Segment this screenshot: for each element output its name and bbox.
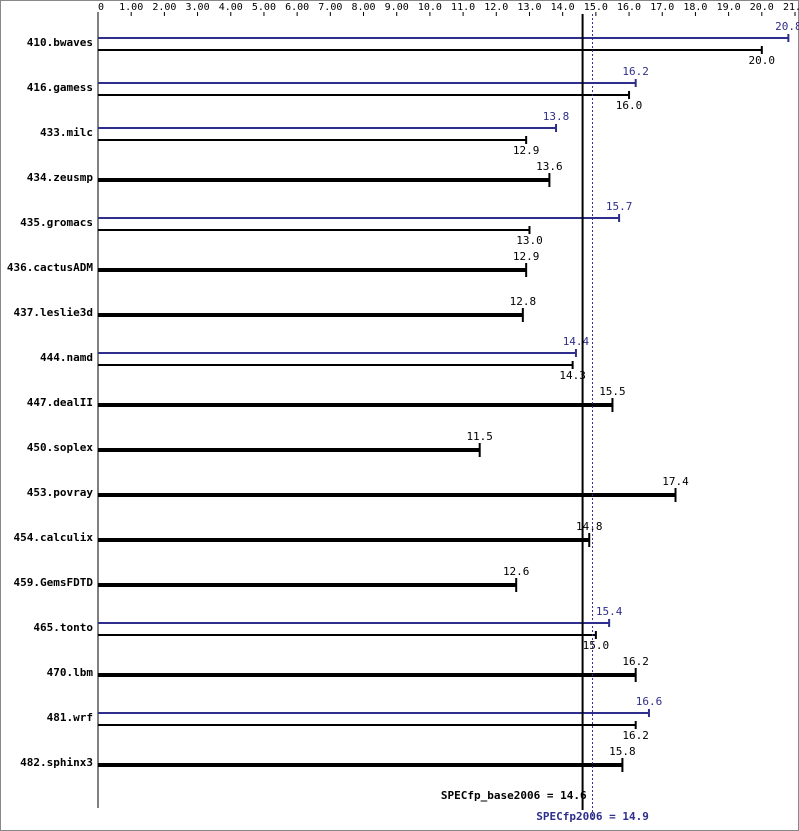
bar <box>98 583 517 587</box>
value-label: 14.4 <box>563 335 590 348</box>
bar <box>98 724 636 726</box>
value-label: 16.2 <box>622 655 649 668</box>
value-label: 15.7 <box>606 200 633 213</box>
value-label: 13.8 <box>543 110 570 123</box>
bar <box>98 313 523 317</box>
bar <box>98 229 530 231</box>
bar <box>98 763 623 767</box>
x-tick-label: 13.0 <box>517 2 541 13</box>
x-tick-label: 0 <box>98 2 104 13</box>
x-tick-label: 15.0 <box>584 2 608 13</box>
x-tick-label: 5.00 <box>252 2 276 13</box>
benchmark-label: 482.sphinx3 <box>20 756 93 769</box>
value-label: 13.6 <box>536 160 563 173</box>
benchmark-label: 416.gamess <box>27 81 93 94</box>
reference-label: SPECfp_base2006 = 14.6 <box>441 789 587 802</box>
bar <box>98 82 636 84</box>
value-label: 12.9 <box>513 144 540 157</box>
benchmark-label: 437.leslie3d <box>14 306 93 319</box>
benchmark-label: 450.soplex <box>27 441 94 454</box>
benchmark-label: 465.tonto <box>33 621 93 634</box>
benchmark-label: 447.dealII <box>27 396 93 409</box>
x-tick-label: 3.00 <box>186 2 210 13</box>
x-tick-label: 20.0 <box>750 2 774 13</box>
bar <box>98 712 649 714</box>
benchmark-label: 433.milc <box>40 126 93 139</box>
x-tick-label: 14.0 <box>551 2 575 13</box>
value-label: 12.8 <box>510 295 537 308</box>
x-tick-label: 2.00 <box>152 2 176 13</box>
bar <box>98 352 576 354</box>
value-label: 16.2 <box>622 65 649 78</box>
x-tick-label: 4.00 <box>219 2 243 13</box>
x-tick-label: 18.0 <box>683 2 707 13</box>
benchmark-label: 444.namd <box>40 351 93 364</box>
bar <box>98 403 613 407</box>
bar <box>98 538 590 542</box>
x-tick-label: 1.00 <box>119 2 143 13</box>
benchmark-label: 481.wrf <box>47 711 93 724</box>
x-tick-label: 12.0 <box>484 2 508 13</box>
value-label: 12.6 <box>503 565 530 578</box>
value-label: 16.0 <box>616 99 643 112</box>
x-tick-label: 10.0 <box>418 2 442 13</box>
value-label: 12.9 <box>513 250 540 263</box>
benchmark-label: 434.zeusmp <box>27 171 94 184</box>
value-label: 16.6 <box>636 695 663 708</box>
bar <box>98 634 596 636</box>
bar <box>98 364 573 366</box>
x-tick-label: 7.00 <box>318 2 342 13</box>
bar <box>98 268 527 272</box>
x-tick-label: 11.0 <box>451 2 475 13</box>
x-tick-label: 8.00 <box>351 2 375 13</box>
value-label: 11.5 <box>466 430 493 443</box>
x-tick-label: 21.0 <box>783 2 799 13</box>
value-label: 15.4 <box>596 605 623 618</box>
benchmark-label: 459.GemsFDTD <box>14 576 94 589</box>
x-tick-label: 6.00 <box>285 2 309 13</box>
bar <box>98 217 620 219</box>
x-tick-label: 16.0 <box>617 2 641 13</box>
value-label: 16.2 <box>622 729 649 742</box>
value-label: 20.8 <box>775 20 799 33</box>
value-label: 15.5 <box>599 385 626 398</box>
bar <box>98 622 610 624</box>
reference-label: SPECfp2006 = 14.9 <box>536 810 649 823</box>
x-tick-label: 19.0 <box>717 2 741 13</box>
benchmark-label: 435.gromacs <box>20 216 93 229</box>
bar <box>98 178 550 182</box>
bar <box>98 127 557 129</box>
benchmark-label: 410.bwaves <box>27 36 93 49</box>
value-label: 14.3 <box>559 369 586 382</box>
bar <box>98 139 527 141</box>
value-label: 13.0 <box>516 234 543 247</box>
value-label: 15.0 <box>583 639 610 652</box>
bar <box>98 493 676 497</box>
bar <box>98 673 636 677</box>
benchmark-label: 454.calculix <box>14 531 94 544</box>
x-tick-label: 9.00 <box>385 2 409 13</box>
bar <box>98 37 789 39</box>
value-label: 17.4 <box>662 475 689 488</box>
bar <box>98 448 480 452</box>
benchmark-label: 436.cactusADM <box>7 261 93 274</box>
value-label: 15.8 <box>609 745 636 758</box>
benchmark-label: 453.povray <box>27 486 94 499</box>
bar <box>98 94 630 96</box>
bar <box>98 49 762 51</box>
value-label: 14.8 <box>576 520 603 533</box>
x-tick-label: 17.0 <box>650 2 674 13</box>
value-label: 20.0 <box>749 54 776 67</box>
benchmark-label: 470.lbm <box>47 666 94 679</box>
